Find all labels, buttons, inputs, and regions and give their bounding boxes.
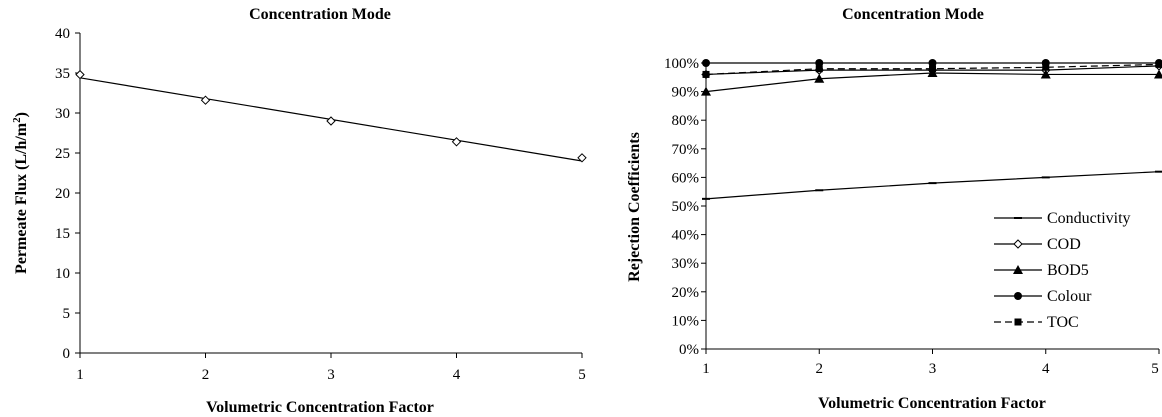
left-x-tick-label: 4 bbox=[453, 367, 461, 383]
left-x-tick-label: 2 bbox=[202, 367, 210, 383]
left-y-tick-label: 10 bbox=[55, 266, 70, 282]
right-y-tick-label: 10% bbox=[672, 313, 700, 329]
right-y-tick-label: 50% bbox=[672, 199, 700, 215]
left-x-tick-label: 1 bbox=[76, 367, 84, 383]
legend: Conductivity COD BOD5 Colour TOC bbox=[994, 210, 1131, 331]
right-y-ticks: 0% 10% 20% 30% 40% 50% 60% 70% 80% 90% 100% bbox=[664, 56, 706, 358]
right-series-group bbox=[701, 59, 1162, 200]
data-point-toc bbox=[702, 70, 710, 78]
left-data-point bbox=[326, 116, 336, 126]
right-y-tick-label: 80% bbox=[672, 113, 700, 129]
left-data-points bbox=[75, 69, 587, 163]
left-y-tick-label: 25 bbox=[55, 146, 70, 162]
right-y-tick-label: 100% bbox=[664, 56, 699, 72]
right-y-tick-label: 40% bbox=[672, 228, 700, 244]
legend-label-colour: Colour bbox=[1047, 288, 1092, 305]
right-y-tick-label: 20% bbox=[672, 285, 700, 301]
data-point-colour bbox=[928, 59, 937, 67]
legend-marker-cod bbox=[1013, 239, 1023, 249]
data-point-toc bbox=[815, 65, 823, 73]
left-y-axis-title-close: ) bbox=[13, 112, 30, 117]
series-line-conductivity bbox=[705, 171, 1160, 200]
data-point-toc bbox=[1042, 63, 1050, 71]
data-point-bod5 bbox=[1154, 69, 1162, 79]
legend-label-conductivity: Conductivity bbox=[1047, 210, 1131, 227]
right-x-ticks: 1 2 3 4 5 bbox=[702, 349, 1160, 377]
right-x-axis-title: Volumetric Concentration Factor bbox=[818, 395, 1046, 412]
left-x-ticks: 1 2 3 4 5 bbox=[76, 353, 586, 383]
left-data-point bbox=[200, 95, 211, 105]
right-x-tick-label: 2 bbox=[816, 361, 824, 377]
right-y-tick-label: 90% bbox=[672, 85, 700, 101]
data-point-bod5 bbox=[927, 68, 938, 78]
legend-label-toc: TOC bbox=[1047, 314, 1079, 331]
left-y-tick-label: 5 bbox=[63, 306, 71, 322]
legend-marker-colour bbox=[1014, 292, 1022, 300]
legend-marker-bod5 bbox=[1013, 265, 1023, 274]
left-y-tick-label: 30 bbox=[55, 106, 70, 122]
left-y-tick-label: 35 bbox=[55, 66, 70, 82]
rejection-coefficients-chart: Concentration Mode 0% 10% 20% 30% 40% 50% 60% 7… bbox=[626, 6, 1162, 412]
data-point-toc bbox=[1155, 60, 1162, 68]
left-y-tick-label: 40 bbox=[55, 26, 70, 42]
right-chart-title: Concentration Mode bbox=[842, 6, 984, 23]
data-point-toc bbox=[929, 65, 936, 73]
data-point-bod5 bbox=[814, 73, 825, 83]
left-chart-title: Concentration Mode bbox=[249, 6, 391, 23]
left-x-axis-title: Volumetric Concentration Factor bbox=[206, 399, 434, 416]
left-x-tick-label: 5 bbox=[578, 367, 586, 383]
right-y-tick-label: 70% bbox=[672, 142, 700, 158]
left-y-ticks: 0 5 10 15 20 25 30 35 40 bbox=[55, 26, 80, 362]
right-x-tick-label: 5 bbox=[1151, 361, 1159, 377]
right-y-tick-label: 60% bbox=[672, 170, 700, 186]
right-y-axis-title: Rejection Coefficients bbox=[626, 132, 643, 282]
left-y-axis-title-sup: 2 bbox=[11, 117, 23, 123]
left-y-tick-label: 15 bbox=[55, 226, 70, 242]
left-y-axis-title: Permeate Flux (L/h/m2) bbox=[11, 112, 30, 274]
data-point-bod5 bbox=[701, 86, 711, 96]
data-point-colour bbox=[702, 59, 710, 67]
right-y-tick-label: 30% bbox=[672, 256, 700, 272]
left-y-axis-title-main: Permeate Flux (L/h/m bbox=[13, 122, 30, 274]
legend-label-bod5: BOD5 bbox=[1047, 262, 1089, 279]
right-y-tick-label: 0% bbox=[679, 342, 699, 358]
legend-marker-toc bbox=[1014, 318, 1022, 326]
right-x-tick-label: 4 bbox=[1042, 361, 1050, 377]
left-y-tick-label: 20 bbox=[55, 186, 70, 202]
data-point-colour bbox=[815, 59, 824, 67]
left-y-tick-label: 0 bbox=[63, 346, 71, 362]
left-x-tick-label: 3 bbox=[327, 367, 335, 383]
left-data-point bbox=[75, 69, 85, 80]
left-data-point bbox=[451, 137, 462, 147]
right-x-tick-label: 3 bbox=[929, 361, 937, 377]
legend-label-cod: COD bbox=[1047, 236, 1081, 253]
left-data-point bbox=[577, 153, 587, 163]
right-x-tick-label: 1 bbox=[702, 361, 710, 377]
data-point-bod5 bbox=[1040, 69, 1051, 79]
